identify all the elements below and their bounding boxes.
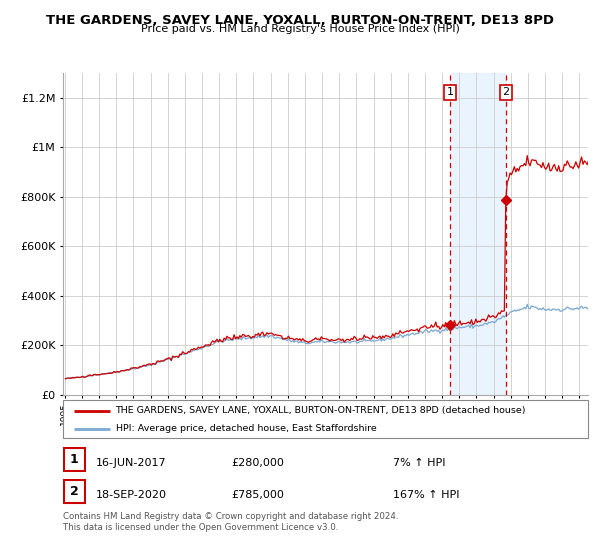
Text: 16-JUN-2017: 16-JUN-2017 [96,458,167,468]
Text: Price paid vs. HM Land Registry's House Price Index (HPI): Price paid vs. HM Land Registry's House … [140,24,460,34]
Bar [450,73,506,395]
Text: 2: 2 [502,87,509,97]
FancyBboxPatch shape [64,448,85,471]
Text: 7% ↑ HPI: 7% ↑ HPI [393,458,445,468]
FancyBboxPatch shape [64,480,85,503]
Text: HPI: Average price, detached house, East Staffordshire: HPI: Average price, detached house, East… [115,424,376,433]
Text: 167% ↑ HPI: 167% ↑ HPI [393,490,460,500]
Text: 1: 1 [446,87,454,97]
Text: THE GARDENS, SAVEY LANE, YOXALL, BURTON-ON-TRENT, DE13 8PD: THE GARDENS, SAVEY LANE, YOXALL, BURTON-… [46,14,554,27]
Text: Contains HM Land Registry data © Crown copyright and database right 2024.
This d: Contains HM Land Registry data © Crown c… [63,512,398,531]
Text: THE GARDENS, SAVEY LANE, YOXALL, BURTON-ON-TRENT, DE13 8PD (detached house): THE GARDENS, SAVEY LANE, YOXALL, BURTON-… [115,406,526,415]
Text: £785,000: £785,000 [231,490,284,500]
Text: 2: 2 [70,486,79,498]
Text: 18-SEP-2020: 18-SEP-2020 [96,490,167,500]
FancyBboxPatch shape [63,400,588,438]
Text: £280,000: £280,000 [231,458,284,468]
Text: 1: 1 [70,453,79,466]
